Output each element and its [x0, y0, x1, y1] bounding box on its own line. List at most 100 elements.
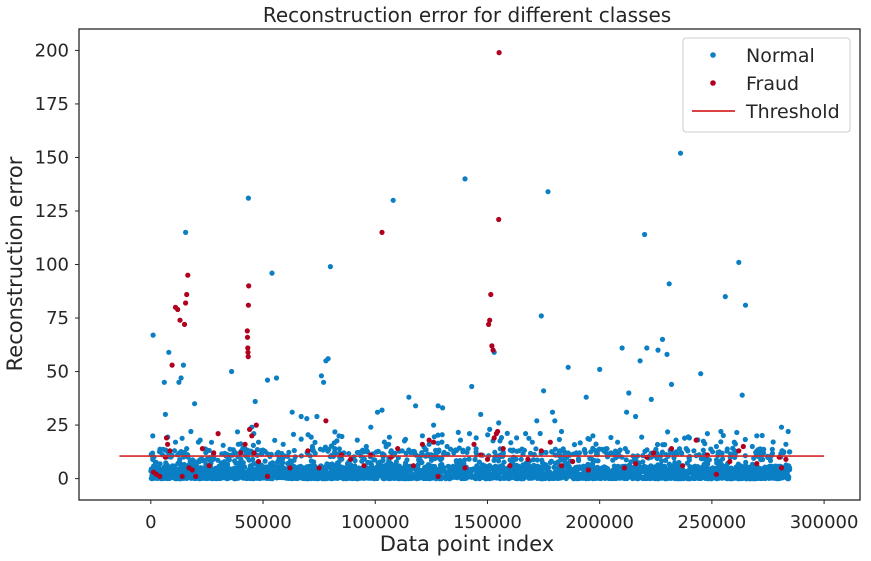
normal-point — [265, 464, 271, 470]
fraud-point — [245, 302, 251, 308]
normal-point — [304, 416, 310, 422]
normal-point — [455, 429, 461, 435]
fraud-point — [177, 317, 183, 323]
normal-point — [273, 375, 280, 381]
normal-point — [654, 441, 661, 448]
normal-point — [338, 465, 344, 471]
normal-point — [234, 429, 241, 435]
fraud-point — [175, 306, 181, 313]
normal-point — [462, 176, 468, 182]
normal-point — [279, 473, 285, 479]
normal-point — [459, 470, 465, 476]
normal-point — [628, 459, 634, 465]
normal-point — [473, 435, 479, 441]
normal-bulk-band — [148, 428, 793, 482]
normal-point — [274, 459, 280, 465]
normal-point — [687, 466, 693, 472]
normal-point — [700, 447, 706, 453]
normal-point — [485, 469, 491, 475]
normal-point — [208, 439, 215, 445]
normal-point — [543, 449, 549, 456]
fraud-point — [251, 450, 257, 456]
fraud-point — [245, 345, 251, 351]
normal-point — [644, 447, 650, 453]
normal-point — [280, 456, 286, 462]
normal-point — [346, 451, 352, 457]
normal-point — [541, 388, 547, 394]
normal-point — [724, 446, 730, 452]
normal-point — [305, 432, 311, 438]
normal-point — [490, 471, 497, 477]
y-tick-label: 25 — [46, 415, 69, 436]
normal-point — [673, 437, 679, 443]
normal-point — [210, 475, 216, 481]
normal-point — [402, 436, 409, 442]
fraud-point — [500, 446, 506, 452]
normal-point — [264, 377, 271, 383]
fraud-point — [668, 446, 675, 452]
normal-point — [246, 457, 252, 463]
y-tick-label: 200 — [35, 40, 69, 61]
fraud-point — [167, 448, 173, 454]
normal-point — [419, 450, 425, 456]
normal-point — [786, 466, 792, 472]
normal-point — [200, 465, 206, 471]
legend-marker-normal — [710, 52, 716, 58]
normal-point — [496, 420, 502, 426]
normal-point — [755, 449, 761, 456]
normal-point — [422, 475, 428, 481]
normal-point — [518, 475, 524, 482]
normal-point — [372, 457, 378, 463]
fraud-point — [361, 463, 367, 469]
normal-point — [152, 475, 158, 481]
legend: Normal Fraud Threshold — [682, 37, 851, 133]
normal-point — [150, 332, 156, 338]
normal-point — [406, 447, 412, 453]
normal-point — [690, 475, 696, 481]
normal-point — [315, 475, 321, 482]
normal-point — [154, 467, 161, 473]
normal-point — [308, 458, 314, 464]
normal-point — [588, 449, 594, 455]
normal-point — [585, 436, 591, 442]
normal-point — [760, 467, 766, 473]
normal-point — [204, 467, 210, 473]
normal-point — [734, 464, 740, 470]
normal-point — [624, 409, 630, 415]
normal-point — [179, 435, 185, 441]
normal-point — [270, 465, 276, 471]
normal-point — [381, 439, 387, 445]
normal-point — [742, 302, 749, 308]
fraud-point — [484, 456, 491, 462]
x-tick-label: 200000 — [565, 512, 634, 533]
normal-point — [461, 475, 467, 482]
fraud-point — [435, 473, 441, 479]
normal-point — [604, 450, 610, 456]
normal-point — [269, 270, 275, 276]
normal-point — [633, 413, 639, 420]
fraud-point — [507, 463, 513, 469]
normal-point — [514, 435, 520, 441]
normal-point — [742, 436, 748, 443]
normal-point — [577, 475, 584, 481]
normal-point — [240, 460, 246, 466]
normal-point — [725, 474, 731, 480]
normal-point — [766, 464, 772, 470]
normal-point — [593, 466, 599, 472]
normal-point — [374, 409, 381, 415]
normal-point — [636, 465, 643, 471]
fraud-point — [215, 431, 221, 437]
normal-point — [219, 451, 225, 457]
normal-point — [435, 432, 441, 438]
normal-point — [435, 403, 441, 409]
normal-point — [539, 457, 545, 463]
normal-point — [250, 461, 256, 467]
y-tick-label: 75 — [46, 308, 69, 329]
fraud-point — [489, 343, 495, 349]
normal-point — [289, 474, 295, 480]
normal-point — [783, 441, 789, 447]
normal-point — [161, 379, 167, 385]
normal-point — [642, 231, 648, 238]
normal-point — [418, 467, 424, 474]
